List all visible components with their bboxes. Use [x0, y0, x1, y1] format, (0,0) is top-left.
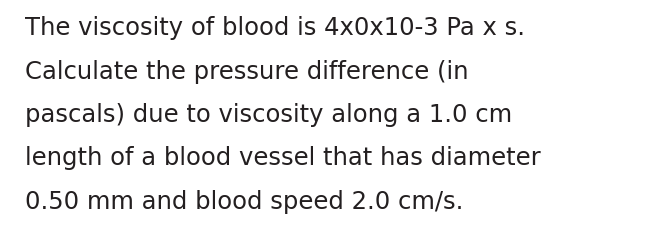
Text: 0.50 mm and blood speed 2.0 cm/s.: 0.50 mm and blood speed 2.0 cm/s. — [25, 190, 463, 214]
Text: pascals) due to viscosity along a 1.0 cm: pascals) due to viscosity along a 1.0 cm — [25, 103, 512, 127]
Text: length of a blood vessel that has diameter: length of a blood vessel that has diamet… — [25, 146, 541, 170]
Text: Calculate the pressure difference (in: Calculate the pressure difference (in — [25, 60, 469, 84]
Text: The viscosity of blood is 4x0x10-3 Pa x s.: The viscosity of blood is 4x0x10-3 Pa x … — [25, 16, 525, 40]
